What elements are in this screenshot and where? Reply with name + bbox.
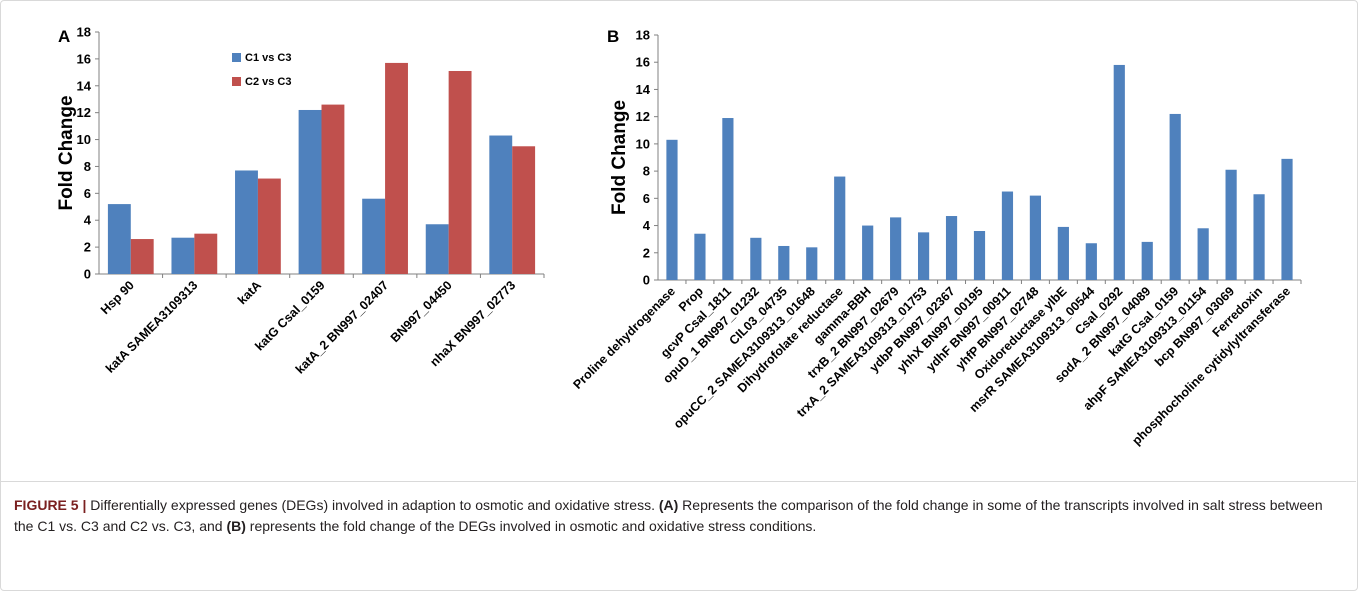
caption-figure-label: FIGURE 5 | — [14, 497, 87, 513]
caption-label-a: (A) — [658, 497, 679, 513]
panel-a-y-tick-label: 14 — [77, 78, 92, 93]
panel-a-x-tick-label: BN997_04450 — [388, 278, 455, 345]
panel-a-legend-swatch-1 — [232, 53, 241, 62]
panel-a-bar-s2-6 — [448, 70, 472, 274]
panel-b-y-tick-label: 2 — [643, 245, 650, 260]
panel-a-y-tick-label: 18 — [77, 25, 91, 40]
panel-a-bar-s1-3 — [235, 170, 258, 274]
panel-a-y-tick-label: 8 — [84, 159, 91, 174]
panel-a-bar-s1-7 — [489, 135, 513, 274]
panel-a-y-tick-label: 10 — [77, 132, 91, 147]
panel-b-bar-16 — [1085, 243, 1097, 280]
panel-a-y-axis-title: Fold Change — [56, 95, 77, 210]
panel-b-bar-14 — [1029, 195, 1042, 280]
panel-b-bar-15 — [1057, 226, 1069, 280]
panel-a-y-tick-label: 6 — [84, 186, 91, 201]
panel-a-bar-s1-1 — [107, 204, 131, 274]
panel-b-y-tick-label: 18 — [636, 28, 650, 43]
panel-b-bar-20 — [1197, 228, 1209, 280]
panel-a-legend-label-1: C1 vs C3 — [245, 52, 291, 64]
panel-b-bar-9 — [890, 217, 902, 280]
panel-a-bar-s2-3 — [257, 178, 281, 274]
panel-a-bar-s2-7 — [512, 146, 536, 274]
panel-b-bar-5 — [778, 245, 790, 280]
caption-text-2: Represents the comparison of the fold ch… — [14, 497, 1323, 534]
panel-b-bar-17 — [1113, 64, 1125, 280]
panel-b-y-tick-label: 6 — [643, 191, 650, 206]
panel-b-bar-18 — [1141, 241, 1153, 280]
panel-b-y-tick-label: 8 — [643, 164, 650, 179]
panel-b-bar-22 — [1253, 194, 1265, 280]
panel-b-label: B — [607, 27, 619, 46]
panel-b-bar-11 — [945, 216, 958, 280]
panel-a-bar-s2-2 — [194, 233, 218, 274]
panel-b-bar-10 — [917, 232, 930, 280]
panel-b-y-tick-label: 10 — [636, 136, 650, 151]
panel-b-bar-19 — [1169, 113, 1181, 280]
caption-divider — [0, 481, 1356, 482]
panel-a-x-tick-label: Hsp 90 — [98, 278, 137, 317]
panel-b-bar-2 — [694, 233, 706, 280]
panel-a-y-tick-label: 2 — [84, 240, 91, 255]
panel-b-bar-6 — [806, 247, 818, 280]
panel-a-y-tick-label: 4 — [84, 213, 92, 228]
panel-a-label: A — [58, 27, 70, 46]
panel-b-bar-3 — [722, 118, 734, 281]
panel-b-bar-12 — [973, 231, 986, 280]
panel-b-bar-4 — [750, 237, 762, 280]
panel-b-bar-23 — [1281, 158, 1293, 280]
panel-b-bar-21 — [1225, 169, 1237, 280]
panel-b-bar-13 — [1001, 191, 1014, 280]
panel-a-bar-s1-2 — [171, 237, 195, 274]
panel-b-bar-8 — [862, 225, 874, 280]
panel-a-bar-s2-5 — [385, 62, 408, 274]
panel-b-y-tick-label: 4 — [643, 218, 651, 233]
panel-b-bar-7 — [834, 176, 846, 280]
caption-label-b: (B) — [226, 518, 246, 534]
panel-a-x-tick-label: katA — [235, 278, 264, 307]
caption-text-3: represents the fold change of the DEGs i… — [245, 518, 817, 534]
panel-b-y-axis-title: Fold Change — [609, 100, 630, 215]
panel-a-bar-s1-5 — [362, 198, 386, 274]
panel-b-bar-1 — [666, 139, 678, 280]
figure-caption: FIGURE 5 | Differentially expressed gene… — [14, 495, 1344, 537]
panel-a-y-tick-label: 12 — [77, 105, 91, 120]
panel-a-y-tick-label: 16 — [77, 51, 91, 66]
panel-a-bar-s2-1 — [130, 239, 154, 274]
panel-a-bar-s1-4 — [298, 109, 322, 274]
panel-b-y-tick-label: 16 — [636, 55, 650, 70]
panel-a-legend-swatch-2 — [232, 77, 241, 86]
panel-a-legend-label-2: C2 vs C3 — [245, 76, 291, 88]
caption-text-1: Differentially expressed genes (DEGs) in… — [86, 497, 659, 513]
panel-a-y-tick-label: 0 — [84, 267, 91, 282]
panel-b-y-tick-label: 12 — [636, 109, 650, 124]
panel-b-y-tick-label: 0 — [643, 273, 650, 288]
panel-a-bar-s1-6 — [425, 224, 449, 274]
panel-a-bar-s2-4 — [321, 104, 345, 274]
panel-b-y-tick-label: 14 — [636, 82, 651, 97]
